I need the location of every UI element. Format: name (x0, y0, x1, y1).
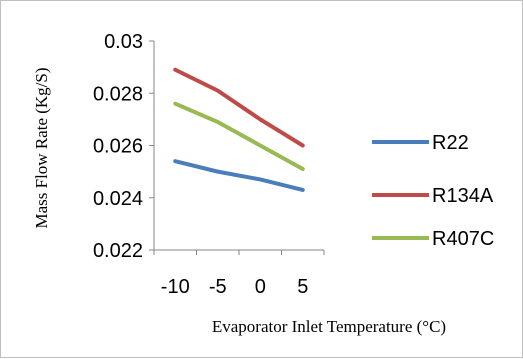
series-line-r134a (173, 67, 305, 148)
legend-label-r134a: R134A (432, 185, 494, 207)
x-axis-title: Evaporator Inlet Temperature (°C) (212, 317, 446, 336)
x-tick-label: 0 (255, 276, 266, 298)
series-line-r407c (173, 101, 305, 172)
series-line-r22 (173, 159, 305, 192)
y-tick-label: 0.026 (93, 136, 143, 158)
x-tick-label: 5 (297, 276, 308, 298)
x-tick-label: -5 (209, 276, 227, 298)
y-axis-title: Mass Flow Rate (Kg/S) (32, 67, 51, 228)
x-tick-label: -10 (161, 276, 190, 298)
legend-label-r22: R22 (432, 132, 469, 154)
y-tick-label: 0.028 (93, 83, 143, 105)
y-tick-label: 0.03 (104, 31, 143, 53)
legend-label-r407c: R407C (432, 228, 494, 250)
y-tick-label: 0.024 (93, 188, 143, 210)
y-tick-label: 0.022 (93, 240, 143, 262)
